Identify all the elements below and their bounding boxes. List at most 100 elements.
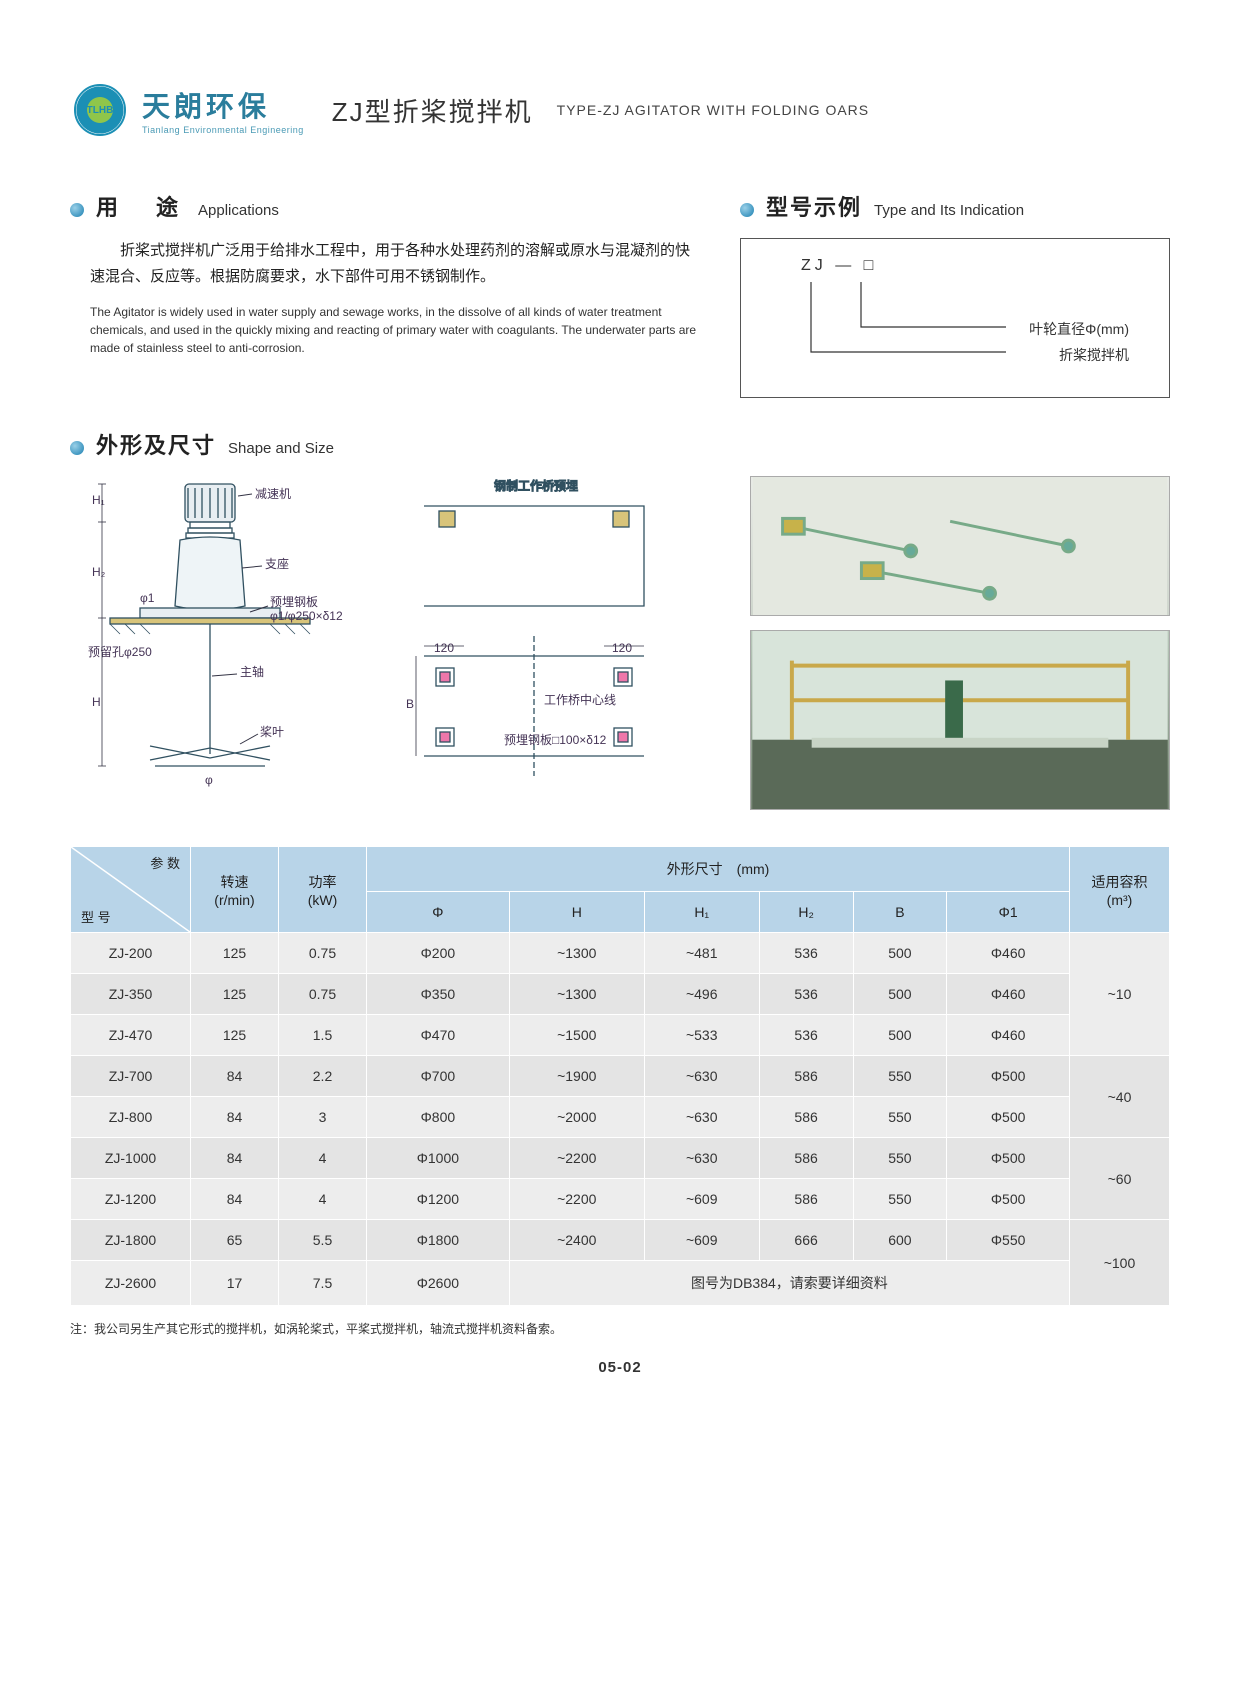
table-cell: Φ500	[947, 1138, 1070, 1179]
svg-text:减速机: 减速机	[255, 487, 291, 501]
table-cell: ZJ-1200	[71, 1179, 191, 1220]
table-cell: 586	[759, 1179, 853, 1220]
table-cell: ZJ-470	[71, 1015, 191, 1056]
table-row: ZJ-2001250.75Φ200~1300~481536500Φ460~10	[71, 933, 1170, 974]
table-cell: ~100	[1070, 1220, 1170, 1306]
table-cell: ~1900	[509, 1056, 644, 1097]
table-row: ZJ-1000844Φ1000~2200~630586550Φ500~60	[71, 1138, 1170, 1179]
table-cell: ZJ-200	[71, 933, 191, 974]
table-cell: 666	[759, 1220, 853, 1261]
table-cell: 1.5	[279, 1015, 367, 1056]
hdr-speed-label: 转速	[197, 872, 272, 892]
svg-text:支座: 支座	[265, 556, 289, 571]
hdr-dim-col: Φ1	[947, 892, 1070, 933]
table-cell: ~496	[644, 974, 759, 1015]
type-expression: ZJ — □	[801, 257, 877, 275]
table-cell: 586	[759, 1056, 853, 1097]
table-cell: Φ460	[947, 933, 1070, 974]
table-cell: Φ460	[947, 974, 1070, 1015]
brand-name-cn: 天朗环保	[142, 85, 304, 125]
svg-text:φ: φ	[205, 773, 213, 787]
table-cell: ~630	[644, 1056, 759, 1097]
table-cell: Φ460	[947, 1015, 1070, 1056]
table-cell: ~2200	[509, 1179, 644, 1220]
type-indication-diagram	[796, 277, 1056, 377]
applications-text-en: The Agitator is widely used in water sup…	[90, 303, 700, 357]
table-cell: 125	[191, 1015, 279, 1056]
table-row: ZJ-1800655.5Φ1800~2400~609666600Φ550~100	[71, 1220, 1170, 1261]
table-cell: 0.75	[279, 974, 367, 1015]
table-row: ZJ-2600177.5Φ2600图号为DB384，请索要详细资料	[71, 1261, 1170, 1306]
bullet-icon	[740, 203, 754, 217]
footnote: 注：我公司另生产其它形式的搅拌机，如涡轮桨式，平桨式搅拌机，轴流式搅拌机资料备索…	[70, 1320, 1170, 1337]
table-cell: 586	[759, 1138, 853, 1179]
hdr-model: 型 号	[81, 907, 111, 926]
table-row: ZJ-4701251.5Φ470~1500~533536500Φ460	[71, 1015, 1170, 1056]
table-cell: Φ500	[947, 1097, 1070, 1138]
product-title-cn: ZJ型折桨搅拌机	[332, 92, 533, 129]
table-cell: 4	[279, 1138, 367, 1179]
type-title-cn: 型号示例	[766, 190, 862, 222]
svg-text:φ1: φ1	[140, 591, 155, 605]
hdr-dim-col: Φ	[367, 892, 510, 933]
table-cell: ZJ-800	[71, 1097, 191, 1138]
svg-text:钢制工作桥预埋: 钢制工作桥预埋	[494, 479, 578, 493]
table-cell: ~2000	[509, 1097, 644, 1138]
table-cell: 500	[853, 1015, 947, 1056]
table-cell: ~1500	[509, 1015, 644, 1056]
table-cell: 600	[853, 1220, 947, 1261]
hdr-speed-unit: (r/min)	[197, 892, 272, 908]
svg-text:120: 120	[434, 641, 454, 655]
table-cell: ~609	[644, 1179, 759, 1220]
hdr-corner: 参 数 型 号	[71, 847, 191, 933]
table-cell: 3	[279, 1097, 367, 1138]
svg-text:预埋钢板□100×δ12: 预埋钢板□100×δ12	[504, 733, 607, 747]
hdr-dim-col: H₂	[759, 892, 853, 933]
table-cell: 125	[191, 933, 279, 974]
product-photo-2	[750, 630, 1170, 810]
type-heading: 型号示例 Type and Its Indication	[740, 190, 1170, 222]
table-cell: 536	[759, 974, 853, 1015]
table-cell: Φ500	[947, 1056, 1070, 1097]
hdr-dim-col: B	[853, 892, 947, 933]
table-cell: ~10	[1070, 933, 1170, 1056]
table-cell: 550	[853, 1138, 947, 1179]
hdr-dim-col: H	[509, 892, 644, 933]
shape-title-en: Shape and Size	[228, 440, 334, 457]
brand-block: 天朗环保 Tianlang Environmental Engineering	[142, 85, 304, 135]
svg-text:工作桥中心线: 工作桥中心线	[544, 692, 616, 707]
hdr-dim-col: H₁	[644, 892, 759, 933]
table-cell: ~481	[644, 933, 759, 974]
product-title-en: TYPE-ZJ AGITATOR WITH FOLDING OARS	[557, 102, 869, 118]
table-cell: Φ1000	[367, 1138, 510, 1179]
table-cell: Φ800	[367, 1097, 510, 1138]
applications-column: 用 途 Applications 折桨式搅拌机广泛用于给排水工程中，用于各种水处…	[70, 190, 700, 398]
table-cell: Φ1200	[367, 1179, 510, 1220]
table-cell: ZJ-1800	[71, 1220, 191, 1261]
svg-text:桨叶: 桨叶	[260, 725, 284, 739]
spec-table-head: 参 数 型 号 转速 (r/min) 功率 (kW) 外形尺寸 (mm) 适用容…	[71, 847, 1170, 933]
intro-row: 用 途 Applications 折桨式搅拌机广泛用于给排水工程中，用于各种水处…	[70, 190, 1170, 398]
table-cell: ZJ-350	[71, 974, 191, 1015]
table-cell: 84	[191, 1056, 279, 1097]
table-cell: ~60	[1070, 1138, 1170, 1220]
hdr-capacity-label: 适用容积	[1076, 872, 1163, 892]
brand-name-en: Tianlang Environmental Engineering	[142, 125, 304, 135]
table-cell: 17	[191, 1261, 279, 1306]
diagram-row: 减速机 支座 预埋钢板 φ1/φ250×δ12 预留孔φ250 主轴 桨叶 H₁…	[70, 476, 1170, 810]
hdr-power-label: 功率	[285, 872, 360, 892]
bullet-icon	[70, 203, 84, 217]
table-row: ZJ-1200844Φ1200~2200~609586550Φ500	[71, 1179, 1170, 1220]
svg-text:φ1/φ250×δ12: φ1/φ250×δ12	[270, 609, 343, 623]
table-cell: Φ700	[367, 1056, 510, 1097]
product-photo-1	[750, 476, 1170, 616]
page-header: TLHB 天朗环保 Tianlang Environmental Enginee…	[70, 80, 1170, 140]
svg-text:预埋钢板: 预埋钢板	[270, 595, 318, 609]
applications-title-cn: 用 途	[96, 190, 186, 222]
table-cell: 84	[191, 1179, 279, 1220]
table-cell: ~40	[1070, 1056, 1170, 1138]
hdr-power: 功率 (kW)	[279, 847, 367, 933]
bullet-icon	[70, 441, 84, 455]
table-cell: 0.75	[279, 933, 367, 974]
table-cell: ZJ-700	[71, 1056, 191, 1097]
